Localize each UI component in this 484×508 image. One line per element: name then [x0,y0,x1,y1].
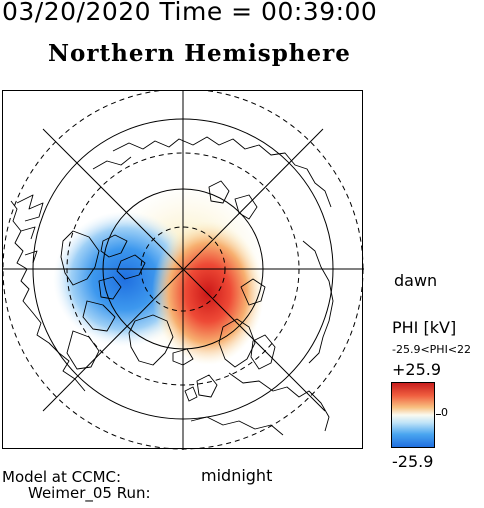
coast-mediterranean [190,416,284,436]
coastlines [10,136,334,436]
midnight-label: midnight [201,466,273,485]
colorbar-min-label: -25.9 [392,452,434,471]
coast-hudson-bay [60,230,100,286]
positive-potential-cell [152,221,264,365]
polar-map [3,91,364,450]
coast-alaska-islands [16,194,44,264]
coast-british-isles [184,374,218,402]
coast-baltic [250,334,276,370]
model-info-line-2: Weimer_05 Run: [28,484,151,502]
coast-russia-east-edge [302,240,334,364]
polar-map-frame [2,90,364,450]
colorbar-zero-label: 0 [441,406,448,419]
coast-arctic-archipelago-1 [100,234,128,258]
colorbar-title: PHI [kV] [392,318,457,337]
coast-north-america [10,200,86,392]
colorbar [391,382,435,448]
coast-siberia [112,136,332,208]
coast-baffin [82,300,116,332]
meridian-grid [3,91,364,450]
coast-iceland [172,348,194,366]
colorbar-max-label: +25.9 [392,360,442,379]
timestamp-title: 03/20/2020 Time = 00:39:00 [2,0,378,26]
meridian-diagonal-1 [42,128,326,412]
coast-arctic-archipelago-3 [98,276,122,300]
potential-pattern [53,183,266,365]
coast-labrador [66,330,100,370]
dawn-label: dawn [394,271,438,290]
coast-novaya-zemlya [240,278,266,306]
colorbar-zero-tick [436,414,441,415]
coast-greenland [128,314,174,366]
hemisphere-title: Northern Hemisphere [48,40,351,67]
colorbar-range-text: -25.9<PHI<22 [392,343,472,356]
model-info-line-1: Model at CCMC: [2,468,122,486]
meridian-diagonal-2 [42,128,324,412]
coast-arctic-archipelago-2 [116,254,146,280]
coast-chukotka [92,156,230,204]
coast-europe [228,372,330,432]
coast-taymyr [234,194,258,220]
coast-scandinavia [218,318,256,368]
